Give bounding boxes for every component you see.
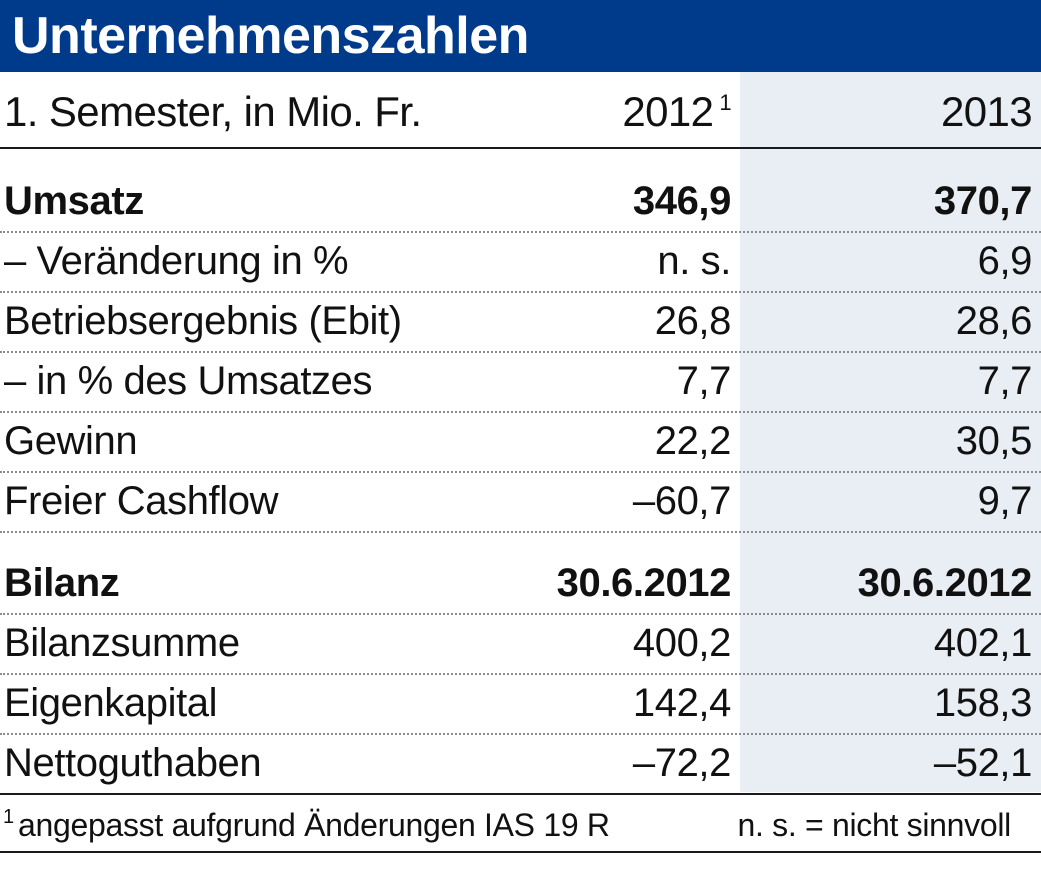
value-2013: 7,7: [977, 359, 1033, 403]
shaded-column-2013: [740, 72, 1041, 792]
value-2012: 400,2: [632, 621, 732, 665]
row-label: Betriebsergebnis (Ebit): [4, 299, 402, 343]
row-divider: [0, 733, 1041, 735]
footnote-abbreviation: n. s. = nicht sinnvoll: [737, 807, 1011, 843]
row-divider: [0, 531, 1041, 533]
footnote-marker: 1: [3, 806, 15, 828]
value-2012: n. s.: [657, 239, 731, 283]
table-title: Unternehmenszahlen: [12, 7, 529, 65]
row-ebit-margin: – in % des Umsatzes 7,7 7,7: [0, 351, 1041, 411]
header-col-2013: 2013: [940, 88, 1033, 135]
row-label: Umsatz: [4, 179, 144, 223]
row-nettoguthaben: Nettoguthaben –72,2 –52,1: [0, 733, 1041, 793]
value-2012: 22,2: [654, 419, 732, 463]
row-cashflow: Freier Cashflow –60,7 9,7: [0, 471, 1041, 531]
row-divider: [0, 291, 1041, 293]
title-bar: Unternehmenszahlen: [0, 0, 1041, 72]
row-divider: [0, 411, 1041, 413]
value-2012: 30.6.2012: [556, 561, 732, 605]
value-2012: –60,7: [632, 479, 732, 523]
row-label: Bilanzsumme: [4, 621, 240, 665]
footnote-text: angepasst aufgrund Änderungen IAS 19 R: [18, 807, 610, 843]
header-col-2012-text: 2012: [622, 88, 714, 135]
value-2012: 26,8: [654, 299, 732, 343]
value-2012: 142,4: [632, 681, 732, 725]
row-label: Gewinn: [4, 419, 138, 463]
row-divider: [0, 351, 1041, 353]
value-2013: 30,5: [955, 419, 1033, 463]
header-footnote-marker: 1: [719, 90, 731, 115]
header-col-2012: 2012 1: [622, 80, 731, 151]
header-label: 1. Semester, in Mio. Fr.: [4, 88, 422, 135]
table-bottom-rule: [0, 793, 1041, 795]
row-label: – in % des Umsatzes: [4, 359, 373, 403]
value-2013: 28,6: [955, 299, 1033, 343]
row-bilanzsumme: Bilanzsumme 400,2 402,1: [0, 613, 1041, 673]
value-2013: 30.6.2012: [857, 561, 1033, 605]
row-label: Freier Cashflow: [4, 479, 279, 523]
value-2012: 346,9: [632, 179, 732, 223]
value-2013: 158,3: [933, 681, 1033, 725]
row-divider: [0, 231, 1041, 233]
row-label: – Veränderung in %: [4, 239, 349, 283]
row-label: Eigenkapital: [4, 681, 218, 725]
value-2013: 370,7: [933, 179, 1033, 223]
value-2013: –52,1: [933, 741, 1033, 785]
row-divider: [0, 471, 1041, 473]
row-divider: [0, 613, 1041, 615]
value-2013: 9,7: [977, 479, 1033, 523]
row-veraenderung: – Veränderung in % n. s. 6,9: [0, 231, 1041, 291]
row-bilanz: Bilanz 30.6.2012 30.6.2012: [0, 553, 1041, 613]
row-divider: [0, 673, 1041, 675]
row-eigenkapital: Eigenkapital 142,4 158,3: [0, 673, 1041, 733]
header-rule: [0, 147, 1041, 149]
header-row: 1. Semester, in Mio. Fr. 2012 1 2013: [0, 80, 1041, 144]
footnote: 1 angepasst aufgrund Änderungen IAS 19 R…: [0, 800, 1041, 850]
footer-bottom-rule: [0, 851, 1041, 853]
value-2012: –72,2: [632, 741, 732, 785]
value-2013: 6,9: [977, 239, 1033, 283]
value-2013: 402,1: [933, 621, 1033, 665]
row-ebit: Betriebsergebnis (Ebit) 26,8 28,6: [0, 291, 1041, 351]
row-label: Nettoguthaben: [4, 741, 262, 785]
row-label: Bilanz: [4, 561, 120, 605]
row-umsatz: Umsatz 346,9 370,7: [0, 171, 1041, 231]
row-gewinn: Gewinn 22,2 30,5: [0, 411, 1041, 471]
value-2012: 7,7: [676, 359, 732, 403]
